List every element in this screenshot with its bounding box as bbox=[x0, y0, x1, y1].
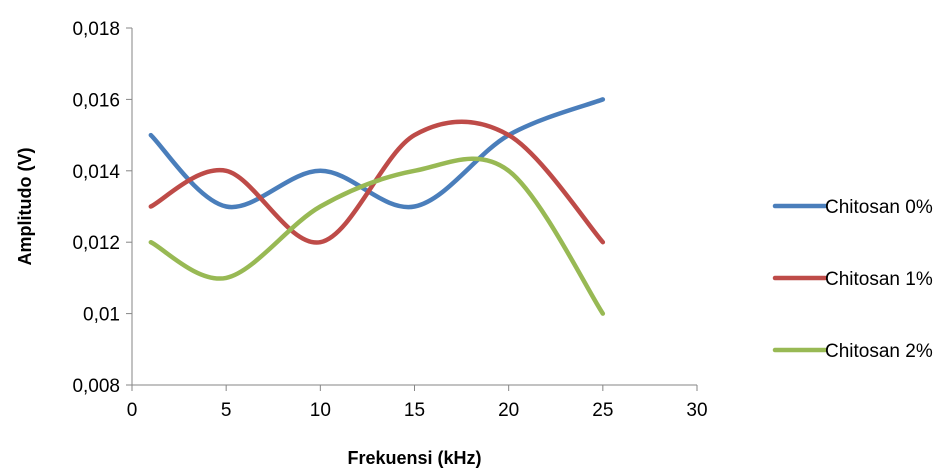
y-tick-label: 0,012 bbox=[72, 233, 120, 254]
y-tick-label: 0,008 bbox=[72, 376, 120, 397]
y-tick-label: 0,018 bbox=[72, 19, 120, 40]
y-axis-title: Amplitudo (V) bbox=[15, 148, 35, 266]
x-tick-label: 10 bbox=[310, 400, 331, 421]
legend-label: Chitosan 0% bbox=[825, 197, 933, 218]
x-tick-label: 15 bbox=[404, 400, 425, 421]
series-line-2 bbox=[148, 156, 606, 316]
x-axis-ticks: 0 5 10 15 20 25 30 bbox=[127, 385, 708, 421]
y-axis-ticks: 0,008 0,01 0,012 0,014 0,016 0,018 bbox=[72, 19, 132, 397]
x-tick-label: 0 bbox=[127, 400, 138, 421]
series-lines bbox=[148, 97, 606, 316]
x-tick-label: 25 bbox=[592, 400, 613, 421]
y-tick-label: 0,014 bbox=[72, 162, 120, 183]
x-tick-label: 20 bbox=[498, 400, 519, 421]
legend-label: Chitosan 1% bbox=[825, 269, 933, 290]
y-tick-label: 0,016 bbox=[72, 90, 120, 111]
x-tick-label: 5 bbox=[221, 400, 232, 421]
x-axis-title: Frekuensi (kHz) bbox=[347, 448, 481, 468]
x-tick-label: 30 bbox=[686, 400, 707, 421]
legend-label: Chitosan 2% bbox=[825, 341, 933, 362]
series-line-0 bbox=[148, 97, 606, 210]
legend: Chitosan 0% Chitosan 1% Chitosan 2% bbox=[772, 197, 933, 362]
y-tick-label: 0,01 bbox=[83, 305, 120, 326]
